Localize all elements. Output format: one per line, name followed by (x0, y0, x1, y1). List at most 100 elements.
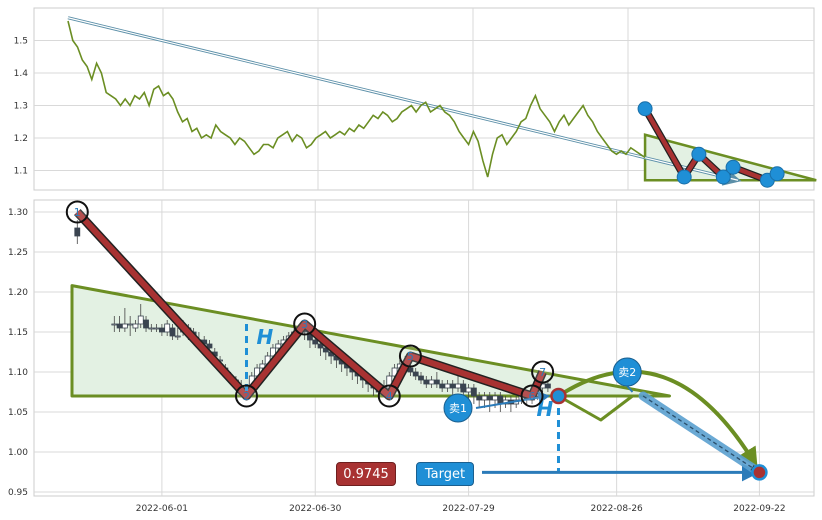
wave-point-circle (377, 384, 401, 408)
wave-point-circle (235, 384, 258, 408)
wave-point-1: 1 (65, 200, 89, 224)
sell-point: 卖2 (612, 357, 642, 387)
wave-point-circle (531, 360, 555, 384)
candle-body (486, 395, 493, 401)
bottom-panel-grid (34, 200, 814, 496)
wave-point-5: 5 (398, 344, 422, 368)
top-price-line (67, 20, 646, 178)
top-panel-price-line (67, 20, 646, 178)
candle-body (545, 383, 551, 389)
sell1-arrow (475, 391, 551, 409)
sell-point-label: 卖2 (618, 366, 636, 379)
candle-body (158, 327, 165, 333)
candle-body (470, 387, 477, 397)
top-panel-pivot-markers (637, 101, 785, 188)
bottom-panel-x-ticks: 2022-06-01 2022-06-30 2022-07-29 2022-08-26… (136, 504, 786, 514)
top-pivot-point (691, 146, 707, 162)
candle-body (444, 383, 451, 389)
candle-body (148, 327, 155, 330)
candle-body (111, 323, 118, 326)
bottom-y-tick-label: 1.25 (8, 248, 28, 258)
candle-body (164, 323, 171, 333)
bottom-x-tick-label: 2022-07-29 (442, 504, 495, 514)
candle-body (74, 227, 81, 237)
top-pivot-point (725, 159, 741, 175)
candle-body (433, 379, 440, 385)
bottom-y-tick-label: 1.20 (8, 288, 28, 298)
projection-arc-arrow (557, 369, 758, 468)
bottom-y-tick-label: 1.15 (8, 328, 28, 338)
candle-body (132, 323, 139, 329)
candle-body (143, 319, 149, 329)
candle-body (116, 323, 123, 329)
projection-zigzag (557, 394, 634, 422)
wave-point-circle (65, 200, 89, 224)
candle-body (153, 327, 160, 330)
candle-body (492, 395, 498, 401)
current-price-badge: 0.9745 (336, 462, 396, 486)
candle-body (206, 343, 213, 349)
candle-body (259, 363, 266, 369)
top-y-tick-label: 1.1 (14, 167, 28, 177)
wave-point-label: 5 (407, 350, 414, 363)
bottom-y-tick-label: 1.00 (8, 448, 28, 458)
candle-body (127, 323, 134, 326)
top-y-tick-label: 1.4 (14, 69, 29, 79)
wave-line (75, 209, 546, 399)
sell2-connector (626, 385, 634, 393)
wave-point-7: 7 (531, 360, 555, 384)
wave-point-6: 6 (520, 384, 544, 408)
wave-labels: 1 2 3 4 5 67 (65, 200, 555, 408)
sell-point: 卖1 (443, 393, 473, 423)
target-point (751, 464, 768, 481)
top-pivot-point (676, 169, 692, 185)
bottom-y-tick-label: 1.05 (8, 408, 28, 418)
top-pivot-point (637, 101, 653, 117)
top-pivot-point (769, 166, 785, 182)
candle-body (428, 379, 435, 385)
bottom-x-tick-label: 2022-08-26 (590, 504, 643, 514)
wave-path (73, 208, 547, 401)
bottom-y-tick-label: 1.30 (8, 208, 28, 218)
bottom-panel-y-ticks: 1.30 1.25 1.20 1.15 1.10 1.05 1.00 0.95 (8, 208, 28, 498)
candle-body (312, 339, 319, 345)
bottom-x-tick-label: 2022-09-22 (733, 504, 785, 514)
candle-body (481, 395, 488, 401)
candle-body (423, 379, 430, 385)
breakout-point (550, 387, 567, 405)
top-y-tick-label: 1.3 (14, 102, 28, 112)
wave-point-2: 2 (235, 384, 258, 408)
wave-point-label: 6 (529, 390, 536, 403)
bottom-y-tick-label: 1.10 (8, 368, 28, 378)
projection-path (475, 369, 768, 481)
candle-body (476, 395, 483, 401)
target-arrow-core (642, 395, 758, 472)
wave-point-label: 7 (539, 366, 546, 379)
wave-point-label: 4 (386, 390, 393, 403)
candle-body (460, 383, 467, 393)
top-y-tick-label: 1.2 (14, 134, 28, 144)
sell-point-circle (443, 393, 473, 423)
candle-body (439, 383, 446, 389)
wave-point-label: 1 (74, 206, 81, 219)
wave-point-circle (520, 384, 544, 408)
bottom-y-tick-label: 0.95 (8, 488, 28, 498)
sell-points: 卖1 卖2 (443, 357, 642, 423)
top-panel-y-ticks: 1.5 1.4 1.3 1.2 1.1 (14, 37, 29, 177)
candle-body (455, 383, 461, 389)
target-badge: Target (416, 462, 474, 486)
candle-body (121, 323, 128, 329)
wave-point-4: 4 (377, 384, 401, 408)
sell-point-label: 卖1 (449, 402, 467, 415)
candle-body (270, 347, 276, 357)
wave-point-circle (293, 312, 317, 336)
candle-body (449, 383, 456, 389)
sell-point-circle (612, 357, 642, 387)
candle-body (418, 375, 424, 381)
wave-point-3: 3 (293, 312, 317, 336)
candle-body (317, 343, 324, 349)
wave-point-circle (398, 344, 422, 368)
top-pivot-point (715, 169, 731, 185)
bottom-x-tick-label: 2022-06-01 (136, 504, 188, 514)
